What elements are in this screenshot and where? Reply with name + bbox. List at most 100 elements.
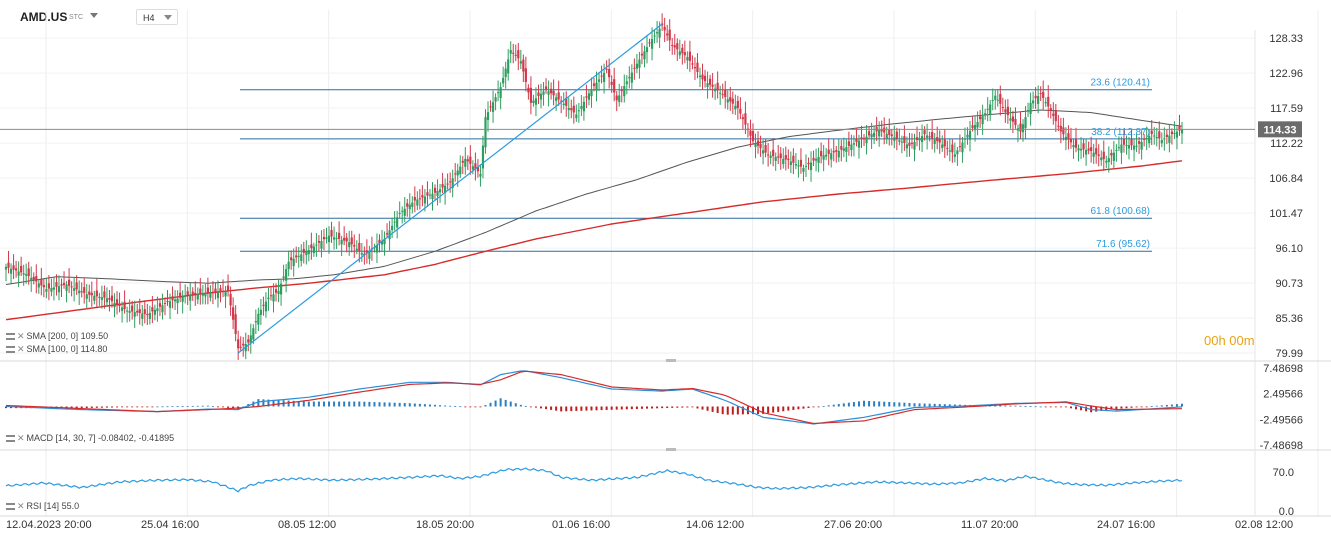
candle-body — [1072, 145, 1075, 148]
candle-body — [282, 276, 285, 278]
macd-histogram-bar — [560, 406, 563, 412]
time-tick-label: 12.04.2023 20:00 — [6, 519, 92, 531]
candle-body — [981, 116, 984, 125]
macd-histogram-bar — [1170, 404, 1173, 407]
candle-body — [50, 287, 53, 292]
symbol-dropdown-caret-icon[interactable] — [90, 13, 98, 18]
candle-body — [582, 101, 586, 112]
candle-body — [1052, 113, 1055, 116]
candle-body — [411, 202, 414, 207]
macd-histogram-bar — [545, 406, 548, 410]
candle-body — [749, 130, 752, 136]
macd-histogram-bar — [1095, 406, 1098, 412]
candle-body — [1145, 137, 1148, 139]
macd-histogram-bar — [933, 403, 936, 407]
candle-body — [1029, 102, 1032, 114]
time-axis: 12.04.2023 20:00 25.04 16:00 08.05 12:00 18… — [6, 519, 1293, 531]
macd-histogram-bar — [540, 406, 543, 409]
macd-histogram-bar — [822, 406, 825, 407]
sma200-legend[interactable]: ✕ SMA [200, 0] 109.50 — [6, 331, 108, 342]
candle-body — [254, 321, 257, 323]
macd-histogram-bar — [534, 406, 537, 408]
timeframe-select[interactable]: H4 — [136, 9, 178, 25]
rsi-legend[interactable]: ✕ RSI [14] 55.0 — [6, 501, 79, 512]
candle-body — [380, 240, 384, 245]
candle-body — [562, 103, 565, 106]
fibonacci-levels[interactable]: 23.6 (120.41) 38.2 (112.87) 61.8 (100.68) 7… — [240, 78, 1152, 252]
candle-body — [1130, 139, 1133, 146]
sma100-legend[interactable]: ✕ SMA [100, 0] 114.80 — [6, 344, 107, 355]
list-icon[interactable] — [6, 435, 15, 442]
macd-histogram-bar — [645, 406, 648, 409]
candle-body — [936, 137, 939, 142]
macd-histogram-bar — [868, 400, 871, 407]
macd-histogram-bar — [640, 406, 643, 409]
macd-histogram-bar — [1034, 406, 1037, 408]
symbol-name[interactable]: AMD.US — [20, 10, 68, 24]
last-price-badge — [1258, 121, 1302, 138]
candle-body — [279, 283, 283, 295]
candle-body — [1057, 125, 1060, 127]
candle-body — [388, 230, 391, 240]
macd-histogram-bar — [519, 404, 522, 407]
trendline-group[interactable] — [237, 23, 663, 354]
candle-body — [35, 276, 38, 282]
candle-body — [671, 44, 674, 46]
candle-body — [196, 293, 199, 300]
macd-histogram-bar — [328, 401, 331, 407]
candle-body — [560, 100, 563, 102]
candle-body — [173, 299, 177, 302]
candle-body — [67, 279, 71, 286]
macd-histogram-bar — [812, 406, 815, 408]
candle-body — [30, 277, 33, 281]
candle-body — [751, 131, 755, 142]
candle-body — [491, 102, 495, 112]
macd-histogram-bar — [888, 401, 891, 407]
macd-histogram-bar — [151, 406, 154, 408]
candle-body — [469, 156, 472, 164]
candle-body — [9, 268, 13, 274]
candle-body — [575, 114, 578, 119]
candle-body — [204, 293, 207, 297]
candle-body — [269, 295, 273, 297]
candle-body — [893, 137, 896, 141]
macd-histogram-bar — [716, 406, 719, 414]
macd-histogram-bar — [317, 401, 320, 407]
close-icon[interactable]: ✕ — [17, 433, 25, 443]
close-icon[interactable]: ✕ — [17, 501, 25, 511]
candle-body — [350, 237, 353, 245]
candle-body — [628, 76, 631, 79]
list-icon[interactable] — [6, 346, 15, 353]
candle-body — [1021, 124, 1025, 133]
candle-body — [764, 145, 767, 153]
candle-body — [73, 288, 76, 291]
macd-histogram-bar — [767, 406, 770, 414]
candle-body — [90, 292, 93, 296]
macd-histogram-bar — [176, 406, 179, 407]
candle-body — [729, 97, 732, 102]
close-icon[interactable]: ✕ — [17, 331, 25, 341]
macd-histogram-bar — [216, 406, 219, 408]
macd-histogram-bar — [878, 401, 881, 407]
close-icon[interactable]: ✕ — [17, 344, 25, 354]
macd-histogram-bar — [1039, 406, 1042, 408]
candle-body — [683, 52, 686, 56]
candle-body — [1009, 118, 1012, 121]
candle-body — [549, 88, 553, 94]
macd-histogram-bar — [378, 402, 381, 407]
list-icon[interactable] — [6, 503, 15, 510]
candle-body — [708, 78, 712, 85]
candle-body — [375, 245, 379, 253]
candle-body — [393, 221, 396, 223]
candle-body — [345, 237, 348, 242]
list-icon[interactable] — [6, 333, 15, 340]
candle-body — [539, 93, 543, 100]
candle-body — [277, 291, 280, 294]
candle-body — [1067, 133, 1070, 140]
macd-histogram-bar — [484, 405, 487, 407]
candle-body — [161, 305, 164, 313]
macd-legend[interactable]: ✕ MACD [14, 30, 7] -0.08402, -0.41895 — [6, 433, 174, 444]
candle-body — [184, 295, 187, 298]
macd-histogram-bar — [277, 400, 280, 407]
